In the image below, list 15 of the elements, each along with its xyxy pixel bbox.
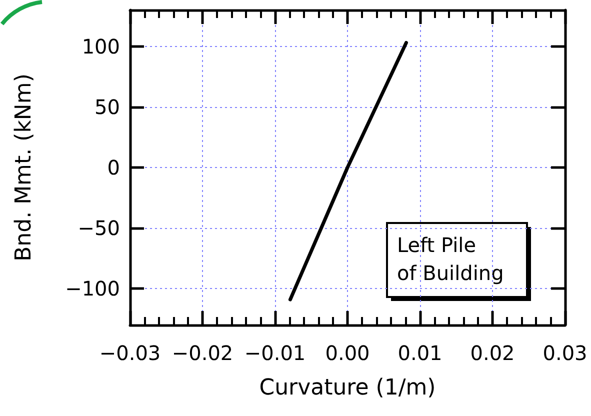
y-tick-label: 0 xyxy=(107,156,120,180)
x-tick-label: −0.01 xyxy=(244,341,306,365)
annotation: Left Pile of Building xyxy=(397,233,504,285)
y-axis-title: Bnd. Mmt. (kNm) xyxy=(12,74,36,262)
x-tick-label: 0.01 xyxy=(398,341,442,365)
x-tick-label: −0.02 xyxy=(172,341,234,365)
x-axis-title: Curvature (1/m) xyxy=(259,376,436,400)
x-tick-label: −0.03 xyxy=(99,341,161,365)
y-tick-label: 50 xyxy=(94,94,120,119)
y-tick-label: −100 xyxy=(65,276,120,301)
x-tick-label: 0.00 xyxy=(325,341,370,365)
x-tick-label: 0.03 xyxy=(542,341,588,365)
y-tick-label: −50 xyxy=(78,216,120,240)
x-tick-label: 0.02 xyxy=(470,341,515,365)
y-tick-label: 100 xyxy=(82,34,120,58)
